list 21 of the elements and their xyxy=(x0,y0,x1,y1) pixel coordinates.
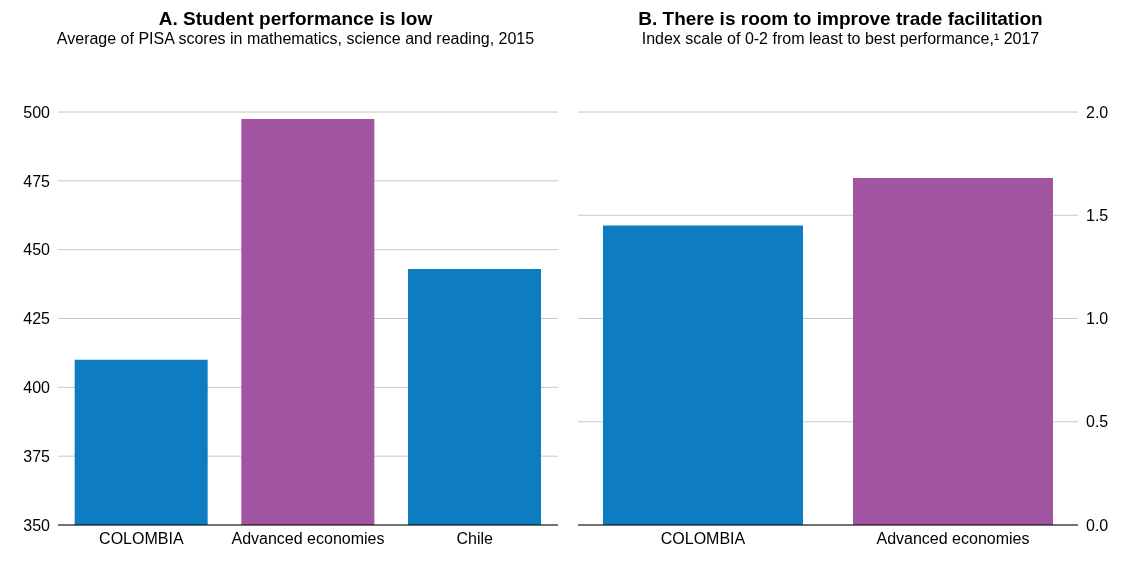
y2-tick-label: 2.0 xyxy=(1086,103,1109,121)
x-tick-label: Chile xyxy=(456,530,493,548)
y-tick-label: 450 xyxy=(23,241,51,259)
y-tick-label: 400 xyxy=(23,379,51,397)
y-tick-label: 500 xyxy=(23,103,51,121)
chart-subtitle: Average of PISA scores in mathematics, science and reading, 2015 xyxy=(55,30,536,48)
y-tick-label: 475 xyxy=(23,172,51,190)
chart-title: B. There is room to improve trade facilitation xyxy=(637,8,1044,30)
y-tick-label: 350 xyxy=(23,516,51,534)
x-tick-label: Advanced economies xyxy=(876,530,1030,548)
chart-title: A. Student performance is low xyxy=(157,8,434,30)
x-tick-label: COLOMBIA xyxy=(660,530,746,548)
y2-tick-label: 1.0 xyxy=(1086,310,1109,328)
chart-subtitle: Index scale of 0-2 from least to best performance,¹ 2017 xyxy=(640,30,1041,48)
x-tick-label: Advanced economies xyxy=(231,530,385,548)
y-tick-label: 375 xyxy=(23,447,51,465)
y-tick-label: 425 xyxy=(23,310,51,328)
x-tick-label: COLOMBIA xyxy=(99,530,184,548)
y2-tick-label: 0.0 xyxy=(1086,516,1109,534)
y2-tick-label: 1.5 xyxy=(1086,206,1109,224)
y2-tick-label: 0.5 xyxy=(1086,413,1109,431)
